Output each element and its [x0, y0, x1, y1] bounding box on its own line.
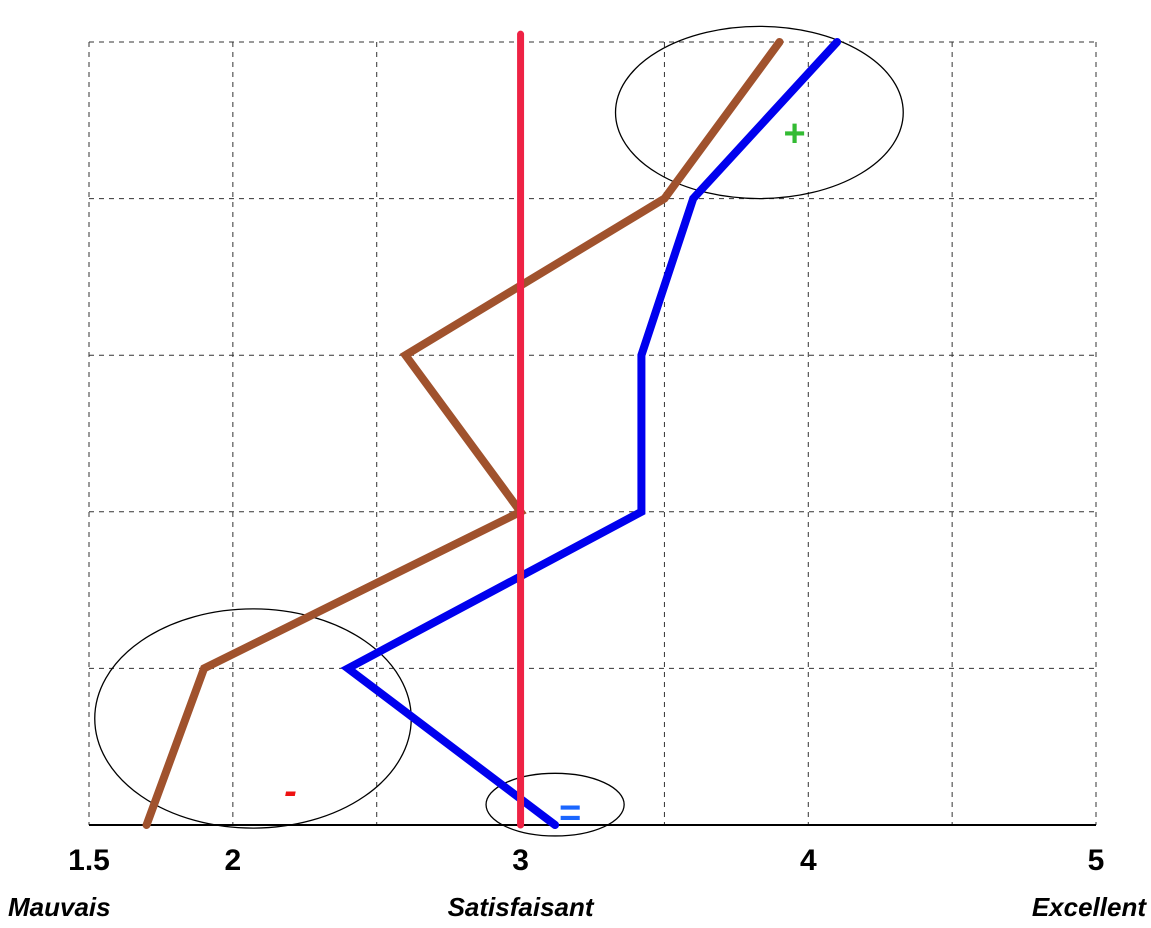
category-label-0: Mauvais [8, 892, 111, 922]
axis-labels: 1.5 2 3 4 5 Mauvais Satisfaisant Excellent [8, 844, 1147, 922]
annotation-symbol-1: - [284, 771, 297, 813]
series-line-1 [340, 38, 842, 829]
x-tick-label-1: 2 [225, 844, 242, 877]
x-tick-label-3: 4 [800, 844, 817, 877]
annotation-symbol-2: = [558, 793, 580, 835]
grid [88, 41, 1097, 826]
annotation-symbol-0: + [783, 113, 805, 155]
annotation-ellipse-0 [614, 25, 904, 200]
x-tick-label-2: 3 [512, 844, 529, 877]
category-label-1: Satisfaisant [448, 892, 595, 922]
annotation-ellipse-2 [485, 772, 625, 837]
series-lines [142, 30, 842, 829]
x-tick-label-0: 1.5 [68, 844, 110, 877]
category-label-2: Excellent [1032, 892, 1148, 922]
x-tick-label-4: 5 [1088, 844, 1105, 877]
annotations: + - = [284, 113, 805, 835]
series-line-0 [142, 38, 784, 829]
